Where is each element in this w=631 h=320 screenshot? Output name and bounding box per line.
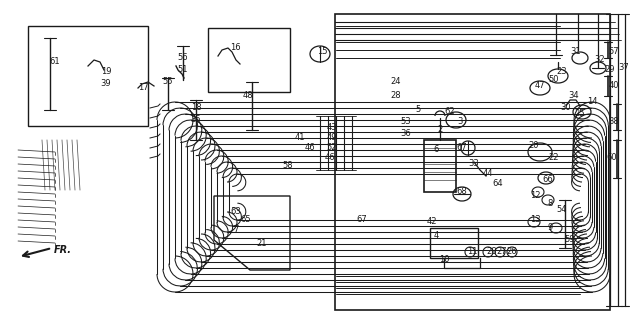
Text: 30: 30: [561, 103, 571, 113]
Text: 34: 34: [569, 92, 579, 100]
Text: 25: 25: [575, 109, 585, 118]
Text: 11: 11: [467, 247, 477, 257]
Text: 47: 47: [534, 82, 545, 91]
Text: 59: 59: [565, 236, 575, 244]
Text: 53: 53: [401, 117, 411, 126]
Text: 28: 28: [391, 91, 401, 100]
Text: 55: 55: [163, 77, 174, 86]
Text: 65: 65: [240, 215, 251, 225]
Text: 56: 56: [178, 52, 188, 61]
Text: 37: 37: [618, 63, 629, 73]
Text: 15: 15: [317, 47, 327, 57]
Text: 62: 62: [445, 108, 456, 116]
Text: 13: 13: [529, 215, 540, 225]
Text: 54: 54: [557, 205, 567, 214]
Text: 3: 3: [457, 117, 463, 126]
Text: 51: 51: [178, 66, 188, 75]
Text: 23: 23: [557, 68, 567, 76]
Text: 20: 20: [529, 141, 540, 150]
Bar: [208, 28, 290, 92]
Text: 24: 24: [391, 77, 401, 86]
Text: 12: 12: [530, 191, 540, 201]
Text: 66: 66: [543, 175, 553, 185]
Text: 33: 33: [469, 159, 480, 169]
Text: 63: 63: [230, 207, 242, 217]
Text: 18: 18: [191, 103, 201, 113]
Text: 49: 49: [327, 133, 337, 142]
Text: 7: 7: [233, 226, 239, 235]
Text: 29: 29: [604, 66, 615, 75]
Text: 5: 5: [415, 106, 421, 115]
Text: 58: 58: [283, 162, 293, 171]
Text: 36: 36: [401, 130, 411, 139]
Text: 61: 61: [50, 58, 61, 67]
Text: 52: 52: [327, 143, 337, 153]
Text: 60: 60: [606, 154, 617, 163]
Text: 46: 46: [305, 143, 316, 153]
Text: 40: 40: [609, 82, 619, 91]
Text: 9: 9: [547, 223, 553, 233]
Text: 48: 48: [243, 92, 253, 100]
Text: 10: 10: [439, 255, 449, 265]
Text: 64: 64: [493, 180, 504, 188]
Text: 22: 22: [549, 154, 559, 163]
Text: 27: 27: [497, 247, 507, 257]
Text: FR.: FR.: [54, 245, 72, 255]
Text: 14: 14: [587, 98, 598, 107]
Text: 38: 38: [609, 117, 620, 126]
Text: 67: 67: [357, 215, 367, 225]
Text: 28: 28: [487, 247, 497, 257]
Text: 6: 6: [433, 146, 439, 155]
Text: 68: 68: [457, 188, 468, 196]
Text: 39: 39: [101, 79, 111, 89]
Text: 46: 46: [325, 154, 335, 163]
Text: 42: 42: [427, 218, 437, 227]
Text: 43: 43: [327, 124, 338, 132]
Text: 2: 2: [437, 125, 442, 134]
Bar: [430, 228, 478, 258]
Bar: [28, 26, 148, 126]
Text: 21: 21: [257, 239, 268, 249]
Text: 57: 57: [609, 47, 619, 57]
Text: 19: 19: [101, 68, 111, 76]
Text: 32: 32: [594, 55, 605, 65]
Text: 26: 26: [507, 247, 517, 257]
Text: 67: 67: [457, 143, 468, 153]
Bar: [424, 140, 456, 192]
Text: 17: 17: [138, 84, 148, 92]
Text: 50: 50: [549, 76, 559, 84]
Text: 44: 44: [483, 170, 493, 179]
Text: 31: 31: [570, 47, 581, 57]
Text: 16: 16: [230, 44, 240, 52]
Text: 4: 4: [433, 231, 439, 241]
Text: 35: 35: [191, 116, 201, 124]
Text: 8: 8: [547, 199, 553, 209]
Text: 41: 41: [295, 133, 305, 142]
Bar: [335, 14, 610, 310]
